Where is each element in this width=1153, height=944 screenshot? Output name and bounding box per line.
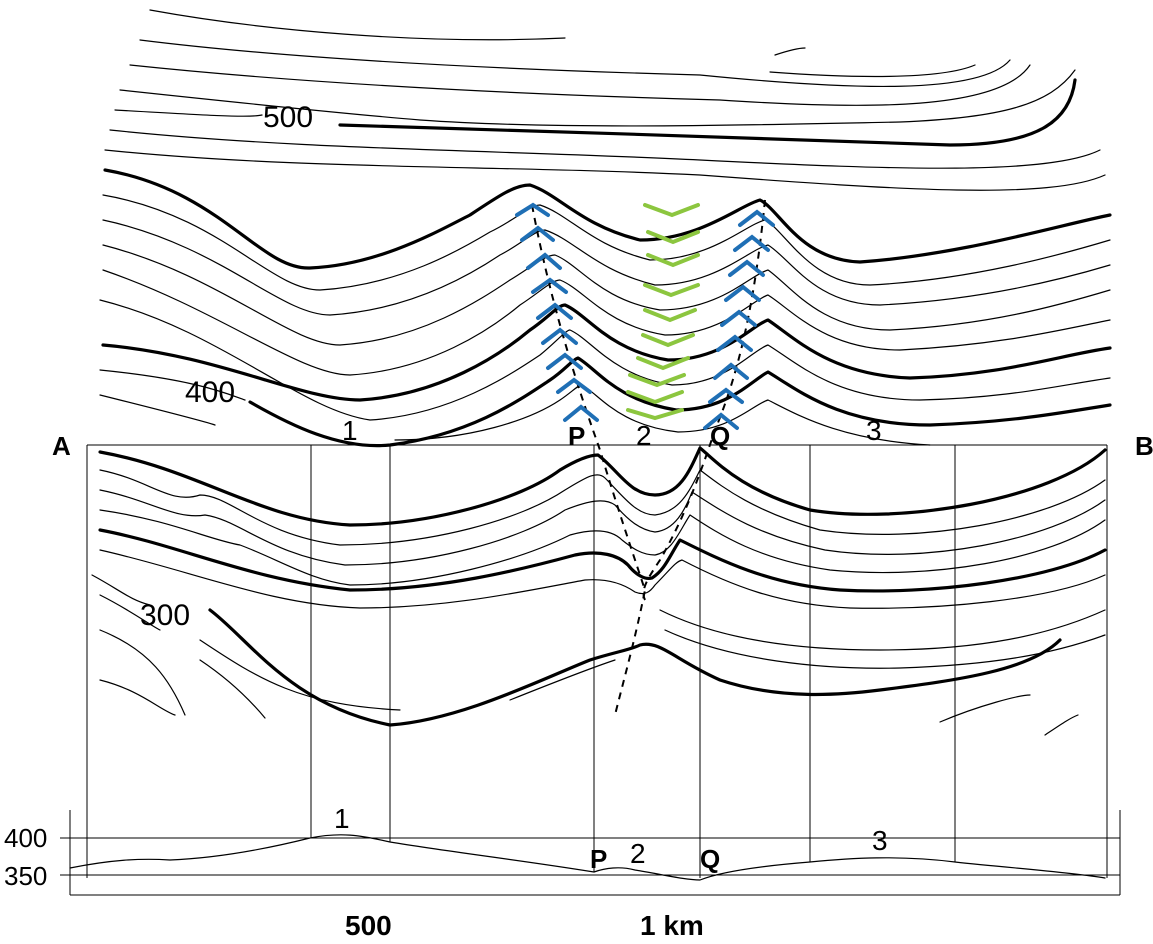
section-point-3: 3 — [866, 415, 882, 446]
profile-elev-350: 350 — [4, 861, 47, 891]
contour-label-400: 400 — [185, 376, 235, 409]
green-chevrons — [626, 203, 700, 421]
profile-point-1: 1 — [334, 803, 350, 834]
profile-point-2: 2 — [630, 838, 646, 869]
projection-lines — [310, 445, 956, 878]
distance-label-500: 500 — [345, 910, 392, 941]
labels: A B 500 400 300 1 P 2 Q 3 400 350 1 P 2 … — [4, 101, 1153, 941]
profile-point-3: 3 — [872, 825, 888, 856]
contour-label-500: 500 — [263, 101, 313, 134]
lower-contours — [91, 446, 1107, 736]
section-point-q: Q — [710, 421, 730, 451]
contour-label-300: 300 — [140, 599, 190, 632]
section-end-a: A — [52, 431, 71, 461]
upper-contours — [99, 9, 1112, 448]
distance-label-1km: 1 km — [640, 910, 704, 941]
section-point-2: 2 — [636, 420, 652, 451]
section-line — [86, 444, 1108, 878]
profile-section — [60, 810, 1121, 896]
profile-point-q: Q — [700, 844, 720, 874]
section-point-p: P — [568, 421, 585, 451]
profile-elev-400: 400 — [4, 823, 47, 853]
fault-lines — [531, 199, 766, 716]
section-point-1: 1 — [342, 415, 358, 446]
profile-curve — [69, 834, 1106, 881]
profile-point-p: P — [590, 844, 607, 874]
section-end-b: B — [1135, 431, 1153, 461]
blue-chevrons — [515, 202, 775, 430]
